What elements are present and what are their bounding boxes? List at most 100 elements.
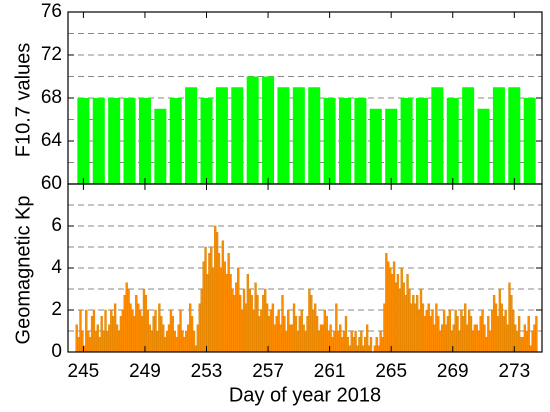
bar [431,87,444,184]
bar [133,316,136,353]
bar [421,303,425,353]
x-tick-label: 261 [314,361,346,382]
y-tick-label: 72 [41,44,62,65]
y-tick-label: 2 [51,299,62,320]
x-tick-label: 273 [498,361,530,382]
bar [404,295,407,353]
bar [239,295,242,353]
bar [144,295,148,353]
bar [260,309,263,353]
bar [500,303,503,353]
bar [398,288,402,353]
bar [256,295,259,353]
bar [92,98,105,184]
y-axis-title: F10.7 values [12,43,34,158]
bar [381,337,384,353]
bar [215,232,219,353]
bar [460,309,463,353]
bar [437,316,440,353]
bar [512,309,515,353]
bar [142,288,146,353]
bar [262,76,275,184]
bar [246,76,259,184]
bar [292,87,305,184]
bar [458,330,461,353]
bar [210,246,213,353]
bar [127,288,130,353]
bar [414,303,417,353]
bar [129,303,132,353]
bar [198,303,201,353]
bar [185,87,198,184]
bar [492,295,496,353]
bar [202,261,205,353]
x-tick-label: 245 [68,361,100,382]
bar [319,324,323,353]
bar [339,324,342,353]
bar [440,324,444,353]
bar [262,295,265,353]
bar [425,309,428,353]
x-tick-label: 257 [252,361,284,382]
bar [277,87,290,184]
bar [108,324,111,353]
bar [325,316,328,353]
bar [173,330,176,353]
bar [479,316,482,353]
bar [292,303,296,353]
bar [362,345,365,353]
bar [152,316,155,353]
bar [79,309,82,353]
bar [415,98,428,184]
bar [200,288,203,353]
bar [110,309,113,353]
bar [102,330,105,353]
bar [410,303,413,353]
bar [298,316,301,353]
bar [315,316,319,353]
bar [527,316,530,353]
bar [75,324,78,353]
bar [185,330,188,353]
bar [90,316,94,353]
bar [92,309,96,353]
bar [171,316,175,353]
bar [98,337,101,353]
bar [394,282,398,353]
bar [206,274,209,353]
bar [510,295,513,353]
bar [300,309,303,353]
bar [387,261,390,353]
x-tick-label: 265 [375,361,407,382]
bar [194,345,198,353]
bar [508,282,511,353]
bar [446,98,459,184]
bar [331,337,334,353]
bar [439,330,442,353]
bar [242,288,246,353]
bar [491,309,494,353]
bar [385,108,398,184]
bar [208,253,211,353]
bar [248,288,251,353]
bar [485,337,488,353]
bar [492,87,505,184]
bar [473,324,477,353]
bar [108,98,121,184]
bar [448,309,452,353]
bar [96,324,99,353]
bar [302,324,305,353]
bar [317,330,321,353]
bar [496,316,500,353]
bar [138,98,151,184]
bar [400,267,403,353]
bar [106,330,109,353]
bar [283,316,286,353]
bar [333,330,336,353]
bar [435,303,438,353]
bar [477,108,490,184]
bar [365,324,369,353]
bar [375,337,378,353]
bar [237,267,240,353]
